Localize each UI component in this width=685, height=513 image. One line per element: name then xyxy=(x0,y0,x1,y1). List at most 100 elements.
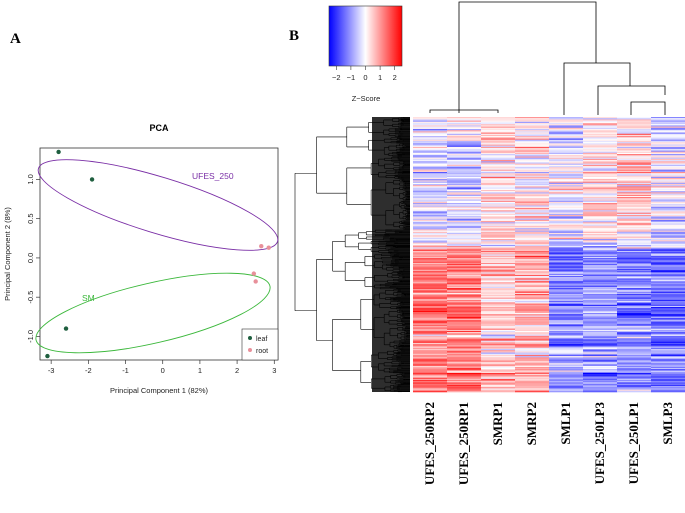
heatmap-cell xyxy=(617,223,652,225)
heatmap-cell xyxy=(617,335,652,338)
heatmap-cell xyxy=(549,380,584,382)
heatmap-cell xyxy=(651,280,685,283)
heatmap-cell xyxy=(515,133,550,136)
heatmap-cell xyxy=(583,283,618,285)
heatmap-cell xyxy=(515,191,550,193)
heatmap-cell xyxy=(583,215,618,217)
heatmap-cell xyxy=(481,212,516,215)
heatmap-cell xyxy=(617,195,652,198)
heatmap-cell xyxy=(481,351,516,353)
heatmap-cell xyxy=(481,297,516,300)
heatmap-cell xyxy=(413,246,448,248)
heatmap-cell xyxy=(651,309,685,311)
heatmap-cell xyxy=(413,188,448,191)
heatmap-cell xyxy=(481,307,516,309)
heatmap-cell xyxy=(413,192,448,194)
heatmap-cell xyxy=(481,279,516,282)
heatmap-cell xyxy=(413,228,448,230)
heatmap-cell xyxy=(447,319,482,321)
heatmap-cell xyxy=(617,298,652,301)
heatmap-cell xyxy=(447,255,482,258)
heatmap-cell xyxy=(617,370,652,372)
heatmap-cell xyxy=(549,121,584,124)
heatmap-cell xyxy=(515,125,550,127)
heatmap-cell xyxy=(651,298,685,301)
heatmap-cell xyxy=(515,372,550,375)
heatmap-cell xyxy=(583,274,618,277)
heatmap-cell xyxy=(447,378,482,381)
heatmap-cell xyxy=(515,181,550,184)
heatmap-cell xyxy=(583,246,618,248)
heatmap-cell xyxy=(447,213,482,216)
heatmap-cell xyxy=(549,357,584,359)
heatmap-cell xyxy=(447,326,482,328)
heatmap-cell xyxy=(549,158,584,161)
heatmap-cell xyxy=(413,297,448,300)
heatmap-cell xyxy=(481,333,516,335)
heatmap-cell xyxy=(617,344,652,346)
heatmap-cell xyxy=(617,271,652,273)
heatmap-cell xyxy=(651,138,685,141)
heatmap-cell xyxy=(583,238,618,241)
heatmap-cell xyxy=(617,329,652,332)
heatmap-cell xyxy=(583,368,618,370)
heatmap-cell xyxy=(549,278,584,280)
heatmap-cell xyxy=(447,346,482,349)
heatmap-cell xyxy=(515,358,550,361)
heatmap-cell xyxy=(549,244,584,247)
heatmap-cell xyxy=(617,291,652,294)
heatmap-cell xyxy=(617,320,652,322)
heatmap-cell xyxy=(617,382,652,384)
heatmap-cell xyxy=(651,333,685,335)
heatmap-cell xyxy=(617,383,652,386)
heatmap-cell xyxy=(481,235,516,237)
pca-y-axis: -1.0-0.50.00.51.0 xyxy=(26,174,40,343)
heatmap-cell xyxy=(515,337,550,339)
heatmap-cell xyxy=(515,280,550,283)
heatmap-cell xyxy=(617,341,652,344)
heatmap-cell xyxy=(617,236,652,239)
heatmap-cell xyxy=(515,117,550,119)
heatmap-cell xyxy=(583,268,618,271)
heatmap-cell xyxy=(651,154,685,156)
heatmap-cell xyxy=(447,122,482,125)
heatmap-cell xyxy=(515,179,550,181)
heatmap-cell xyxy=(651,120,685,123)
heatmap-cell xyxy=(515,156,550,158)
heatmap-cell xyxy=(617,321,652,323)
heatmap-cell xyxy=(515,164,550,167)
heatmap-cell xyxy=(617,388,652,390)
heatmap-cell xyxy=(651,370,685,372)
heatmap-cell xyxy=(447,132,482,135)
heatmap-cell xyxy=(651,327,685,329)
heatmap-cell xyxy=(481,182,516,185)
heatmap-cell xyxy=(583,337,618,339)
heatmap-cell xyxy=(583,295,618,297)
heatmap-cell xyxy=(515,199,550,201)
heatmap-cell xyxy=(413,348,448,351)
heatmap-cell xyxy=(481,177,516,180)
heatmap-cell xyxy=(549,314,584,316)
heatmap-panel: −2 −1 0 1 2 Z−Score UFES_250RP2 UFES_250RP1 SM… xyxy=(294,1,685,485)
heatmap-cell xyxy=(651,325,685,327)
heatmap-cell xyxy=(413,137,448,139)
heatmap-cell xyxy=(413,155,448,157)
heatmap-cell xyxy=(617,369,652,371)
heatmap-cell xyxy=(651,130,685,132)
heatmap-cell xyxy=(651,186,685,188)
heatmap-cell xyxy=(515,323,550,326)
heatmap-cell xyxy=(617,376,652,378)
heatmap-cell xyxy=(413,253,448,255)
heatmap-cell xyxy=(413,144,448,146)
point-leaf xyxy=(63,326,69,331)
heatmap-cell xyxy=(447,292,482,295)
heatmap-cell xyxy=(447,335,482,338)
heatmap-cell xyxy=(515,342,550,345)
heatmap-cell xyxy=(651,277,685,279)
heatmap-cell xyxy=(549,118,584,120)
heatmap-cell xyxy=(515,218,550,221)
heatmap-cell xyxy=(549,256,584,259)
heatmap-cell xyxy=(515,262,550,265)
heatmap-cell xyxy=(481,228,516,230)
heatmap-cell xyxy=(651,346,685,349)
